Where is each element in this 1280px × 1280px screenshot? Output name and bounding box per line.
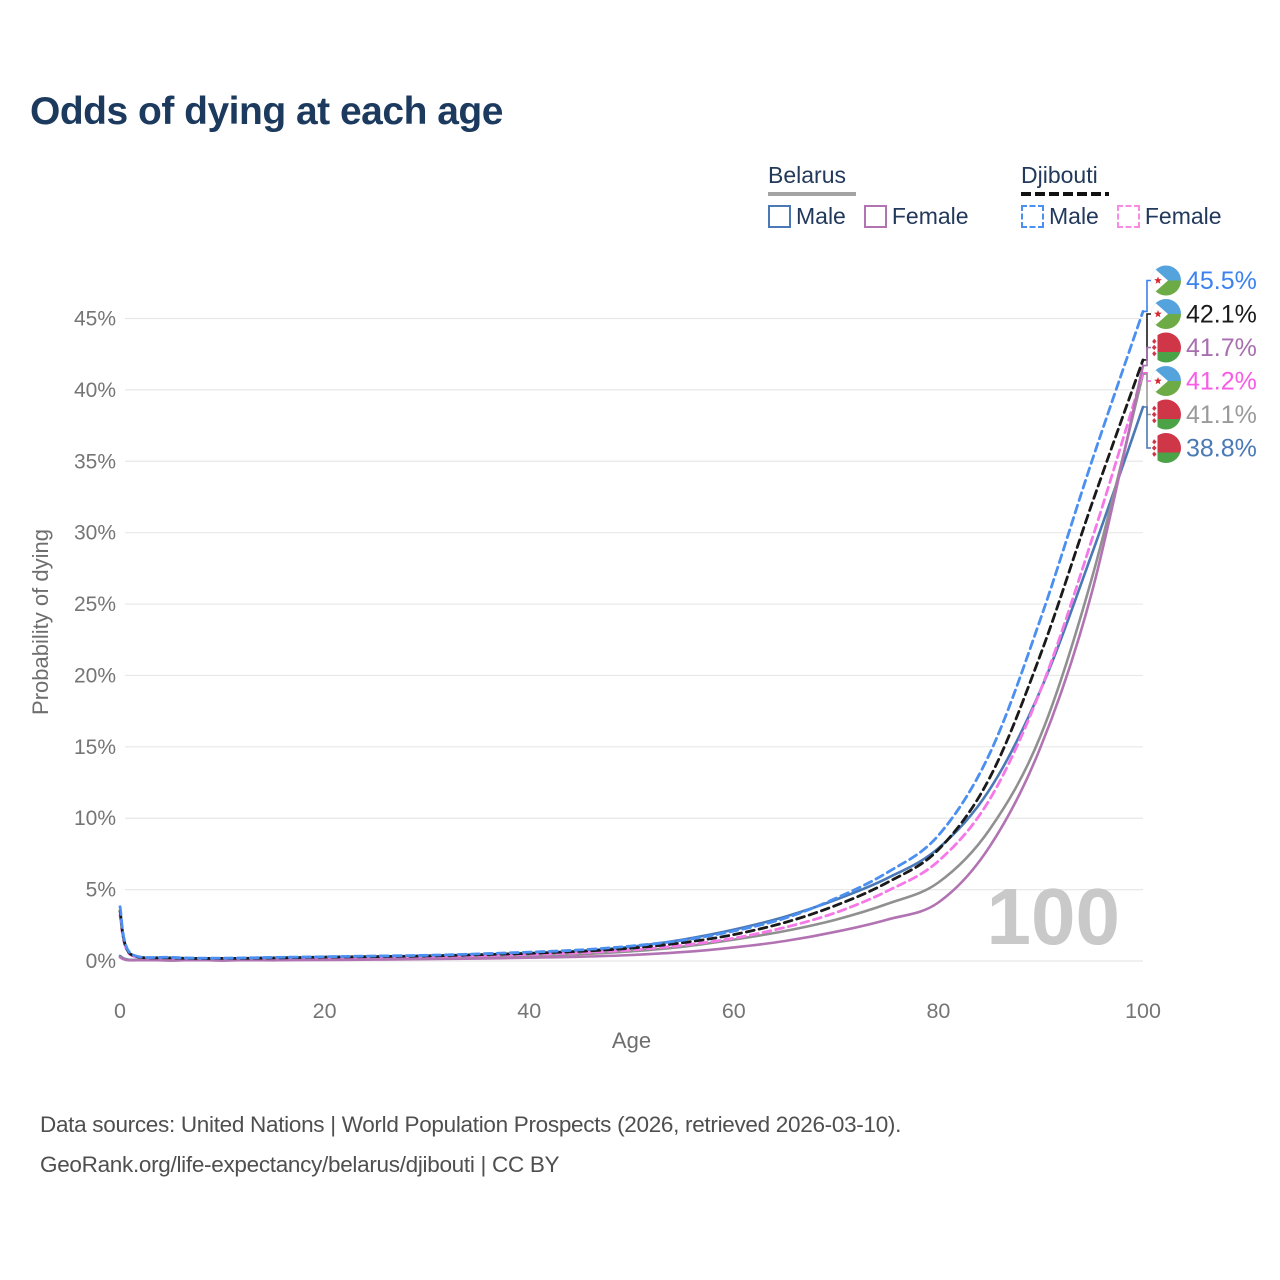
end-value-label: 41.7%	[1186, 334, 1257, 362]
belarus-flag-icon	[1151, 433, 1181, 463]
source-line: Data sources: United Nations | World Pop…	[40, 1112, 902, 1137]
y-tick-label: 25%	[74, 593, 116, 616]
belarus-line-style-sample	[768, 192, 856, 196]
djibouti-male-swatch-icon	[1021, 205, 1044, 228]
legend-group-belarus: Belarus Male Female	[768, 162, 969, 230]
leader-line	[1143, 279, 1151, 313]
legend-label: Male	[1049, 203, 1099, 229]
end-value-label: 38.8%	[1186, 435, 1257, 463]
end-value-label: 41.2%	[1186, 368, 1257, 396]
legend-item-djibouti-female[interactable]: Female	[1116, 203, 1222, 230]
djibouti-female-swatch-icon	[1116, 205, 1140, 228]
legend-items-djibouti: Male Female	[1021, 203, 1222, 230]
y-tick-label: 40%	[74, 379, 116, 402]
data-source-note: Data sources: United Nations | World Pop…	[40, 1105, 901, 1185]
x-tick-label: 40	[517, 999, 541, 1023]
end-value-label: 42.1%	[1186, 301, 1257, 329]
y-tick-label: 0%	[86, 950, 116, 973]
belarus-flag-icon	[1151, 333, 1181, 363]
djibouti-line-style-sample	[1021, 192, 1109, 196]
series-lines	[118, 310, 1145, 962]
leader-line	[1143, 346, 1151, 367]
djibouti-flag-icon	[1151, 299, 1181, 329]
x-tick-label: 80	[926, 999, 950, 1023]
gridlines	[125, 317, 1143, 962]
legend-country-djibouti: Djibouti	[1021, 162, 1098, 188]
y-axis-title: Probability of dying	[28, 529, 53, 715]
leader-line	[1143, 406, 1151, 449]
axis-labels: 0% 5% 10% 15% 20% 25% 30% 35% 40% 45% 0 20 40 60 80 100…	[28, 308, 1161, 1054]
x-tick-label: 0	[114, 999, 126, 1023]
x-tick-label: 20	[313, 999, 337, 1023]
x-tick-label: 60	[722, 999, 746, 1023]
legend-label: Female	[1144, 203, 1222, 229]
x-tick-label: 100	[1125, 999, 1161, 1023]
y-tick-label: 15%	[74, 736, 116, 759]
legend-item-djibouti-male[interactable]: Male	[1021, 203, 1099, 230]
series-line-djibouti-male[interactable]	[118, 310, 1145, 960]
end-value-labels: 45.5% 42.1% 41.7% 41.2% 41.1% 38.8%	[1143, 266, 1257, 464]
y-tick-label: 5%	[86, 879, 116, 902]
series-line-belarus-female[interactable]	[118, 364, 1145, 962]
belarus-female-swatch-icon	[863, 205, 887, 228]
belarus-male-swatch-icon	[768, 205, 791, 228]
y-tick-label: 10%	[74, 807, 116, 830]
page-title: Odds of dying at each age	[30, 90, 503, 133]
age-watermark: 100	[987, 872, 1120, 961]
leader-line	[1143, 313, 1151, 361]
end-value-label: 41.1%	[1186, 401, 1257, 429]
legend-item-belarus-male[interactable]: Male	[768, 203, 846, 230]
belarus-flag-icon	[1151, 400, 1181, 430]
x-axis-title: Age	[612, 1028, 651, 1053]
leader-line	[1143, 373, 1151, 416]
djibouti-flag-icon	[1151, 366, 1181, 396]
end-value-label: 45.5%	[1186, 267, 1257, 295]
attribution-line: GeoRank.org/life-expectancy/belarus/djib…	[40, 1152, 560, 1177]
y-tick-label: 20%	[74, 664, 116, 687]
legend-label: Male	[796, 203, 846, 229]
legend-country-belarus: Belarus	[768, 162, 846, 188]
series-line-djibouti-both-sexes[interactable]	[118, 358, 1145, 960]
y-tick-label: 30%	[74, 522, 116, 545]
legend-label: Female	[891, 203, 969, 229]
legend-items-belarus: Male Female	[768, 203, 969, 230]
legend-item-belarus-female[interactable]: Female	[863, 203, 969, 230]
djibouti-flag-icon	[1151, 266, 1181, 296]
watermark: 100	[987, 872, 1120, 961]
line-chart: 100 0% 5% 10% 15% 20% 25% 30% 35% 40% 45% 0 20 40 60 8…	[28, 0, 1257, 1054]
y-tick-label: 35%	[74, 450, 116, 473]
y-tick-label: 45%	[74, 308, 116, 331]
legend-group-djibouti: Djibouti Male Female	[1021, 162, 1222, 230]
